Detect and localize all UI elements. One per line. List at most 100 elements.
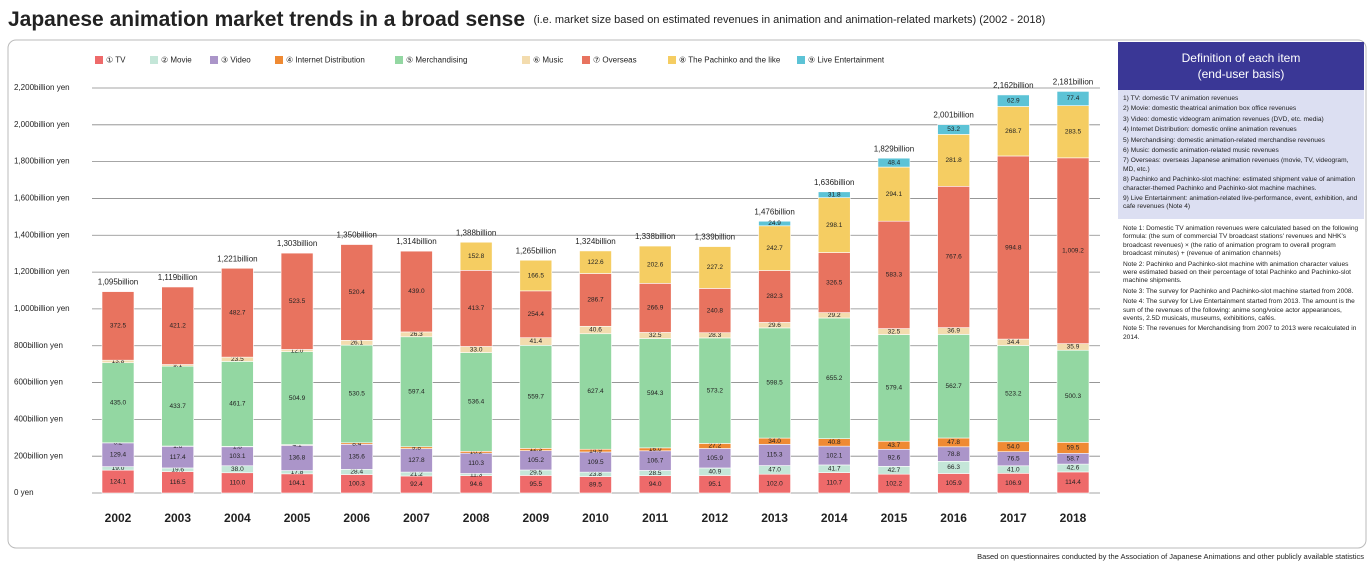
x-tick-label: 2017 [1000,511,1027,525]
chart-title: Japanese animation market trends in a br… [8,8,525,31]
value-label: 166.5 [528,272,545,279]
value-label: 34.0 [768,438,781,445]
x-tick-label: 2014 [821,511,848,525]
value-label: 227.2 [707,264,724,271]
value-label: 35.9 [1067,344,1080,351]
bar-segment [280,252,314,350]
value-label: 28.3 [709,332,722,339]
value-label: 77.4 [1067,95,1080,102]
value-label: 520.4 [349,289,366,296]
value-label: 95.5 [529,481,542,488]
bar-segment [698,246,732,289]
bar-segment [579,250,612,274]
x-tick-label: 2012 [702,511,729,525]
value-label: 32.5 [888,328,901,335]
value-label: 282.3 [766,293,783,300]
value-label: 62.9 [1007,97,1020,104]
bar-segment [340,444,374,470]
y-tick-label: 2,000billion yen [14,120,70,129]
value-label: 40.9 [709,468,722,475]
bar-segment [817,191,851,198]
bar-segment [937,134,970,187]
value-label: 523.5 [289,298,306,305]
value-label: 16.0 [649,446,662,453]
value-label: 27.2 [709,443,722,450]
bar-segment [817,252,851,313]
value-label: 28.4 [350,469,363,476]
x-tick-label: 2002 [105,511,132,525]
bar-segment [877,220,911,329]
bar-segment [519,259,553,292]
bar-segment [340,244,374,341]
value-label: 579.4 [886,385,903,392]
bar-segment [937,186,970,328]
y-tick-label: 1,800billion yen [14,157,70,166]
value-label: 23.5 [231,356,244,363]
note: Note 4: The survey for Live Entertainmen… [1123,298,1355,322]
definition-item: 8) Pachinko and Pachinko-slot machine: e… [1123,176,1356,192]
value-label: 92.6 [888,455,901,462]
definition-item: 9) Live Entertainment: animation-related… [1123,195,1358,211]
value-label: 29.6 [768,322,781,329]
value-label: 104.1 [289,480,306,487]
value-label: 48.4 [888,159,901,166]
value-label: 100.3 [349,480,366,487]
value-label: 40.8 [828,439,841,446]
value-label: 117.4 [170,454,186,461]
y-tick-label: 600billion yen [14,378,63,387]
y-tick-label: 2,200billion yen [14,83,70,92]
x-tick-label: 2009 [522,511,549,525]
value-label: 33.0 [470,346,483,353]
value-label: 461.7 [229,401,246,408]
value-label: 41.7 [828,466,841,473]
bar-segment [758,270,791,323]
bar-segment [997,155,1030,340]
x-tick-label: 2006 [343,511,370,525]
value-label: 43.7 [888,442,901,449]
value-label: 994.8 [1005,244,1022,251]
y-tick-label: 400billion yen [14,414,63,423]
value-label: 421.2 [170,322,187,329]
value-label: 135.6 [349,454,366,461]
value-label: 28.5 [649,470,662,477]
legend-label: ⑥ Music [533,56,563,65]
bar-segment [997,106,1030,157]
value-label: 1.8 [233,443,242,450]
value-label: 19.0 [112,465,125,472]
bar-segment [519,345,553,449]
legend-swatch [797,56,805,64]
value-label: 105.9 [945,480,962,487]
y-tick-label: 800billion yen [14,341,63,350]
x-tick-label: 2005 [284,511,311,525]
x-tick-label: 2018 [1060,511,1087,525]
value-label: 504.9 [289,395,306,402]
value-label: 281.8 [945,157,962,164]
value-label: 202.6 [647,261,664,268]
value-label: 413.7 [468,305,485,312]
value-label: 42.6 [1067,465,1080,472]
value-label: 58.7 [1067,455,1080,462]
chart-subtitle: (i.e. market size based on estimated rev… [533,14,1045,26]
panel-title-line: Definition of each item [1181,51,1301,65]
value-label: 242.7 [766,245,783,252]
legend-label: ⑤ Merchandising [406,56,467,65]
legend-label: ⑨ Live Entertainment [808,56,885,65]
bar-segment [937,334,970,439]
bar-segment [400,250,433,333]
definition-item: 5) Merchandising: domestic animation-rel… [1123,136,1325,144]
value-label: 102.0 [766,480,783,487]
x-tick-label: 2010 [582,511,609,525]
value-label: 26.1 [350,339,363,346]
bar-segment [1056,91,1090,106]
value-label: 76.5 [1007,455,1020,462]
legend-label: ⑧ The Pachinko and the like [679,56,781,65]
bar-segment [280,351,314,445]
x-tick-label: 2004 [224,511,251,525]
bar-segment [340,344,374,444]
value-label: 4.1 [293,442,302,449]
x-tick-label: 2003 [164,511,191,525]
value-label: 12.0 [291,347,304,354]
legend-swatch [582,56,590,64]
value-label: 38.0 [231,466,244,473]
